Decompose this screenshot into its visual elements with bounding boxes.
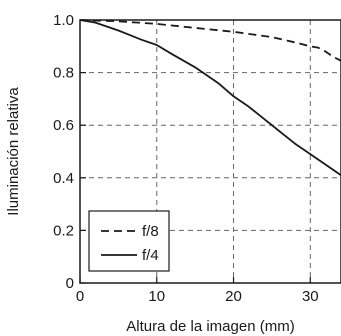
tick-labels: 0 10 20 30 0 0.2 0.4 0.6 0.8 1.0	[53, 12, 318, 305]
legend-label-f8: f/8	[142, 223, 159, 240]
x-tick-label-1: 10	[148, 288, 165, 305]
legend: f/8f/4	[88, 210, 170, 272]
axis-ticks	[79, 19, 311, 284]
y-tick-label-5: 1.0	[53, 12, 74, 29]
series-line-f4	[79, 19, 341, 176]
y-tick-label-0: 0	[66, 275, 74, 292]
plot-frame	[79, 19, 341, 284]
series-line-f8	[79, 19, 341, 62]
series-layer	[79, 19, 341, 176]
y-tick-label-2: 0.4	[53, 170, 74, 187]
y-tick-label-1: 0.2	[53, 222, 74, 239]
y-axis-title: Iluminación relativa	[5, 87, 22, 216]
y-tick-label-3: 0.6	[53, 117, 74, 134]
x-tick-label-2: 20	[225, 288, 242, 305]
legend-label-f4: f/4	[142, 247, 159, 264]
legend-box	[88, 210, 170, 272]
y-tick-label-4: 0.8	[53, 65, 74, 82]
x-tick-label-3: 30	[302, 288, 319, 305]
x-axis-title: Altura de la imagen (mm)	[126, 318, 294, 335]
x-tick-label-0: 0	[76, 288, 84, 305]
